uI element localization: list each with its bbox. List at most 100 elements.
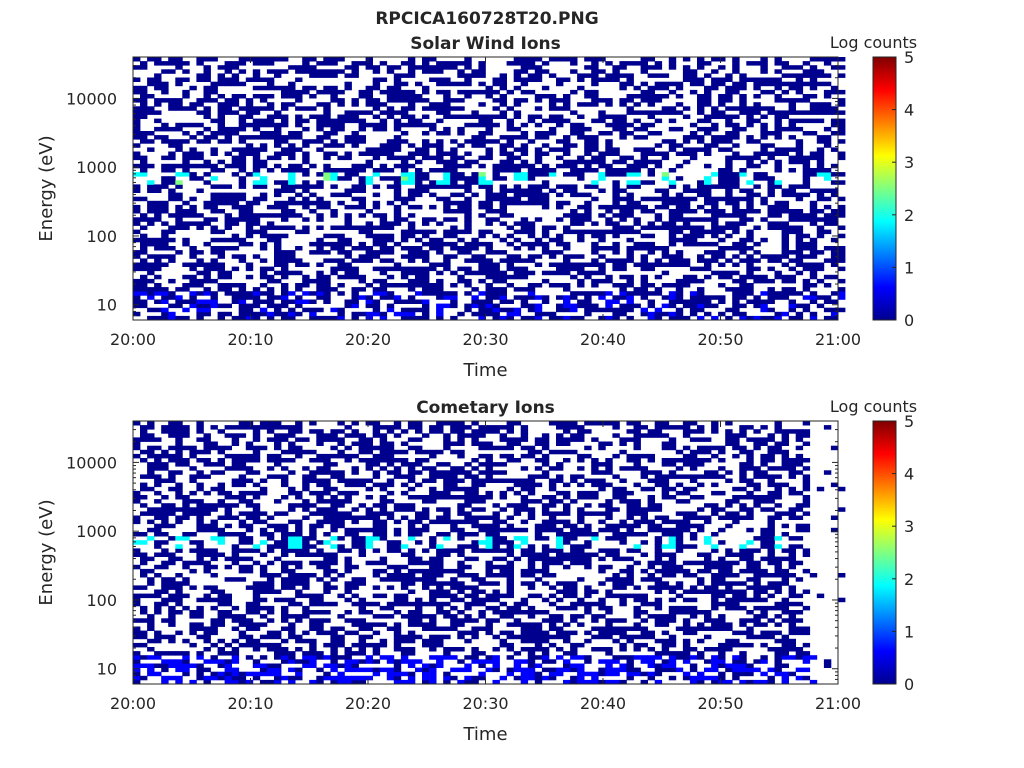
heatmap-cell: [189, 507, 197, 512]
heatmap-cell: [337, 262, 345, 267]
heatmap-cell: [140, 225, 148, 230]
heatmap-cell: [591, 184, 599, 189]
heatmap-cell: [541, 241, 550, 247]
heatmap-cell: [309, 618, 317, 623]
heatmap-cell: [288, 581, 296, 586]
heatmap-cell: [570, 315, 578, 321]
x-tick-label: 20:10: [227, 330, 273, 349]
heatmap-cell: [400, 577, 409, 582]
heatmap-cell: [288, 196, 296, 202]
heatmap-cell: [133, 163, 141, 169]
heatmap-cell: [422, 499, 430, 504]
heatmap-cell: [259, 143, 268, 148]
heatmap-cell: [386, 453, 395, 459]
heatmap-cell: [168, 61, 176, 66]
heatmap-cell: [196, 73, 204, 78]
heatmap-cell: [626, 196, 634, 202]
heatmap-cell: [584, 209, 592, 214]
heatmap-cell: [548, 254, 557, 259]
heatmap-cell: [781, 311, 789, 317]
x-axis-label: Time: [462, 360, 507, 381]
heatmap-cell: [372, 81, 381, 87]
heatmap-cell: [527, 229, 536, 235]
heatmap-cell: [147, 474, 155, 479]
heatmap-cell: [429, 638, 437, 644]
heatmap-cell: [252, 445, 261, 451]
heatmap-cell: [323, 110, 331, 115]
heatmap-cell: [323, 278, 331, 284]
heatmap-cell: [358, 581, 366, 586]
heatmap-cell: [478, 180, 486, 185]
heatmap-cell: [400, 237, 409, 243]
heatmap-cell: [415, 176, 423, 181]
heatmap-cell: [725, 196, 733, 202]
heatmap-cell: [323, 655, 331, 660]
heatmap-cell: [781, 237, 789, 243]
heatmap-cell: [161, 233, 169, 239]
heatmap-cell: [668, 168, 677, 173]
heatmap-cell: [746, 254, 754, 259]
heatmap-cell: [407, 73, 416, 78]
heatmap-cell: [823, 126, 832, 132]
heatmap-cell: [330, 568, 338, 574]
heatmap-cell: [415, 291, 423, 296]
heatmap-cell: [661, 106, 670, 111]
heatmap-cell: [492, 89, 500, 95]
heatmap-cell: [450, 486, 458, 492]
heatmap-cell: [316, 287, 324, 292]
heatmap-cell: [668, 262, 677, 267]
heatmap-cell: [422, 663, 430, 668]
heatmap-cell: [252, 597, 261, 603]
heatmap-cell: [654, 85, 663, 91]
heatmap-cell: [295, 577, 303, 582]
heatmap-cell: [443, 507, 451, 512]
heatmap-cell: [809, 77, 818, 82]
heatmap-cell: [774, 200, 782, 206]
heatmap-cell: [471, 114, 479, 119]
heatmap-cell: [210, 85, 218, 91]
heatmap-cell: [436, 490, 444, 496]
heatmap-cell: [281, 495, 289, 500]
heatmap-cell: [605, 307, 613, 313]
heatmap-cell: [520, 147, 529, 152]
heatmap-cell: [231, 462, 240, 467]
heatmap-cell: [647, 262, 655, 267]
heatmap-cell: [492, 270, 500, 276]
heatmap-cell: [224, 532, 232, 537]
heatmap-cell: [485, 217, 493, 222]
heatmap-cell: [182, 131, 190, 136]
heatmap-cell: [330, 560, 338, 566]
heatmap-cell: [274, 213, 282, 218]
heatmap-cell: [259, 445, 268, 451]
heatmap-cell: [577, 229, 585, 235]
heatmap-cell: [802, 287, 811, 292]
heatmap-cell: [668, 311, 677, 317]
heatmap-cell: [245, 274, 254, 280]
heatmap-cell: [767, 192, 775, 198]
heatmap-cell: [365, 65, 373, 70]
heatmap-cell: [245, 638, 254, 644]
heatmap-cell: [407, 278, 416, 284]
heatmap-cell: [823, 89, 832, 95]
heatmap-cell: [746, 118, 754, 124]
heatmap-cell: [147, 209, 155, 214]
heatmap-cell: [443, 229, 451, 235]
heatmap-cell: [760, 81, 768, 87]
heatmap-cell: [675, 126, 684, 132]
heatmap-cell: [598, 229, 606, 235]
heatmap-cell: [330, 659, 338, 664]
heatmap-cell: [133, 663, 141, 668]
heatmap-cell: [259, 147, 268, 152]
heatmap-cell: [365, 675, 373, 681]
heatmap-cell: [788, 110, 796, 115]
heatmap-cell: [358, 445, 366, 451]
heatmap-cell: [281, 466, 289, 471]
heatmap-cell: [140, 246, 148, 251]
heatmap-cell: [168, 229, 176, 235]
heatmap-cell: [541, 69, 550, 74]
heatmap-cell: [527, 270, 536, 276]
heatmap-cell: [330, 651, 338, 656]
heatmap-cell: [372, 204, 381, 210]
heatmap-cell: [210, 527, 218, 533]
heatmap-cell: [203, 437, 211, 442]
